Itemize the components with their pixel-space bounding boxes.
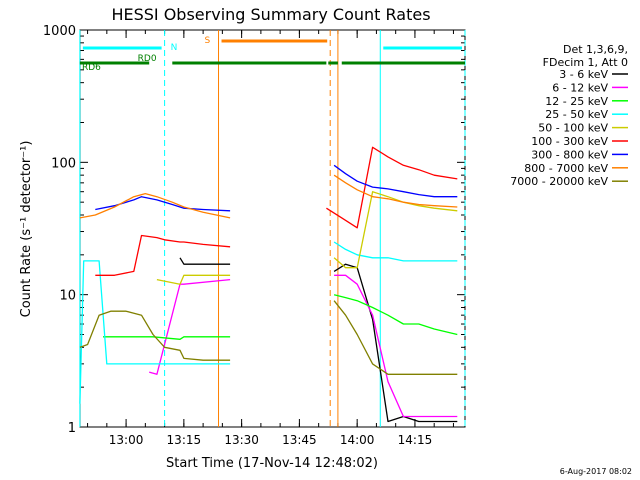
legend-header-line-2: FDecim 1, Att 0 — [543, 56, 628, 69]
legend-label: 50 - 100 keV — [538, 122, 608, 135]
y-tick-label: 100 — [51, 156, 76, 171]
series-line — [156, 191, 458, 285]
y-axis-label: Count Rate (s⁻¹ detector⁻¹) — [19, 141, 34, 318]
legend-label: 25 - 50 keV — [545, 108, 608, 121]
x-tick-label: 13:45 — [282, 433, 317, 447]
series-line — [79, 300, 458, 375]
chart-title: HESSI Observing Summary Count Rates — [111, 5, 430, 24]
state-bar-label: RD6 — [82, 63, 101, 73]
x-tick-label: 13:30 — [224, 433, 259, 447]
y-tick-label: 10 — [59, 289, 76, 304]
legend-header-line-1: Det 1,3,6,9, — [563, 43, 628, 56]
x-tick-label: 14:00 — [340, 433, 375, 447]
x-tick-label: 13:00 — [109, 433, 144, 447]
state-bar-label: S — [205, 36, 211, 46]
state-bar-label: RD0 — [138, 54, 157, 64]
legend-label: 800 - 7000 keV — [524, 162, 608, 175]
state-bars-group: N RD0 RD6 S — [79, 36, 465, 73]
legend-label: 7000 - 20000 keV — [510, 175, 608, 188]
x-axis-label: Start Time (17-Nov-14 12:48:02) — [166, 456, 378, 471]
series-line — [179, 257, 458, 423]
legend-label: 3 - 6 keV — [559, 68, 608, 81]
legend-label: 12 - 25 keV — [545, 95, 608, 108]
state-bar-label: N — [171, 43, 178, 53]
series-line — [103, 294, 458, 340]
y-tick-label: 1 — [68, 421, 76, 436]
legend-label: 300 - 800 keV — [531, 148, 608, 161]
series-line — [79, 174, 458, 219]
x-tick-label: 13:15 — [167, 433, 202, 447]
legend-label: 100 - 300 keV — [531, 135, 608, 148]
series-line — [95, 146, 458, 276]
series-group — [79, 146, 458, 423]
x-tick-label: 14:15 — [398, 433, 433, 447]
timestamp: 6-Aug-2017 08:02 — [560, 467, 632, 476]
axis-ticks-group: 13:00 13:15 13:30 13:45 14:00 14:15 1 10 100 1000 — [43, 24, 465, 447]
y-tick-label: 1000 — [43, 24, 76, 39]
legend-label: 6 - 12 keV — [552, 81, 608, 94]
series-line — [79, 241, 458, 404]
